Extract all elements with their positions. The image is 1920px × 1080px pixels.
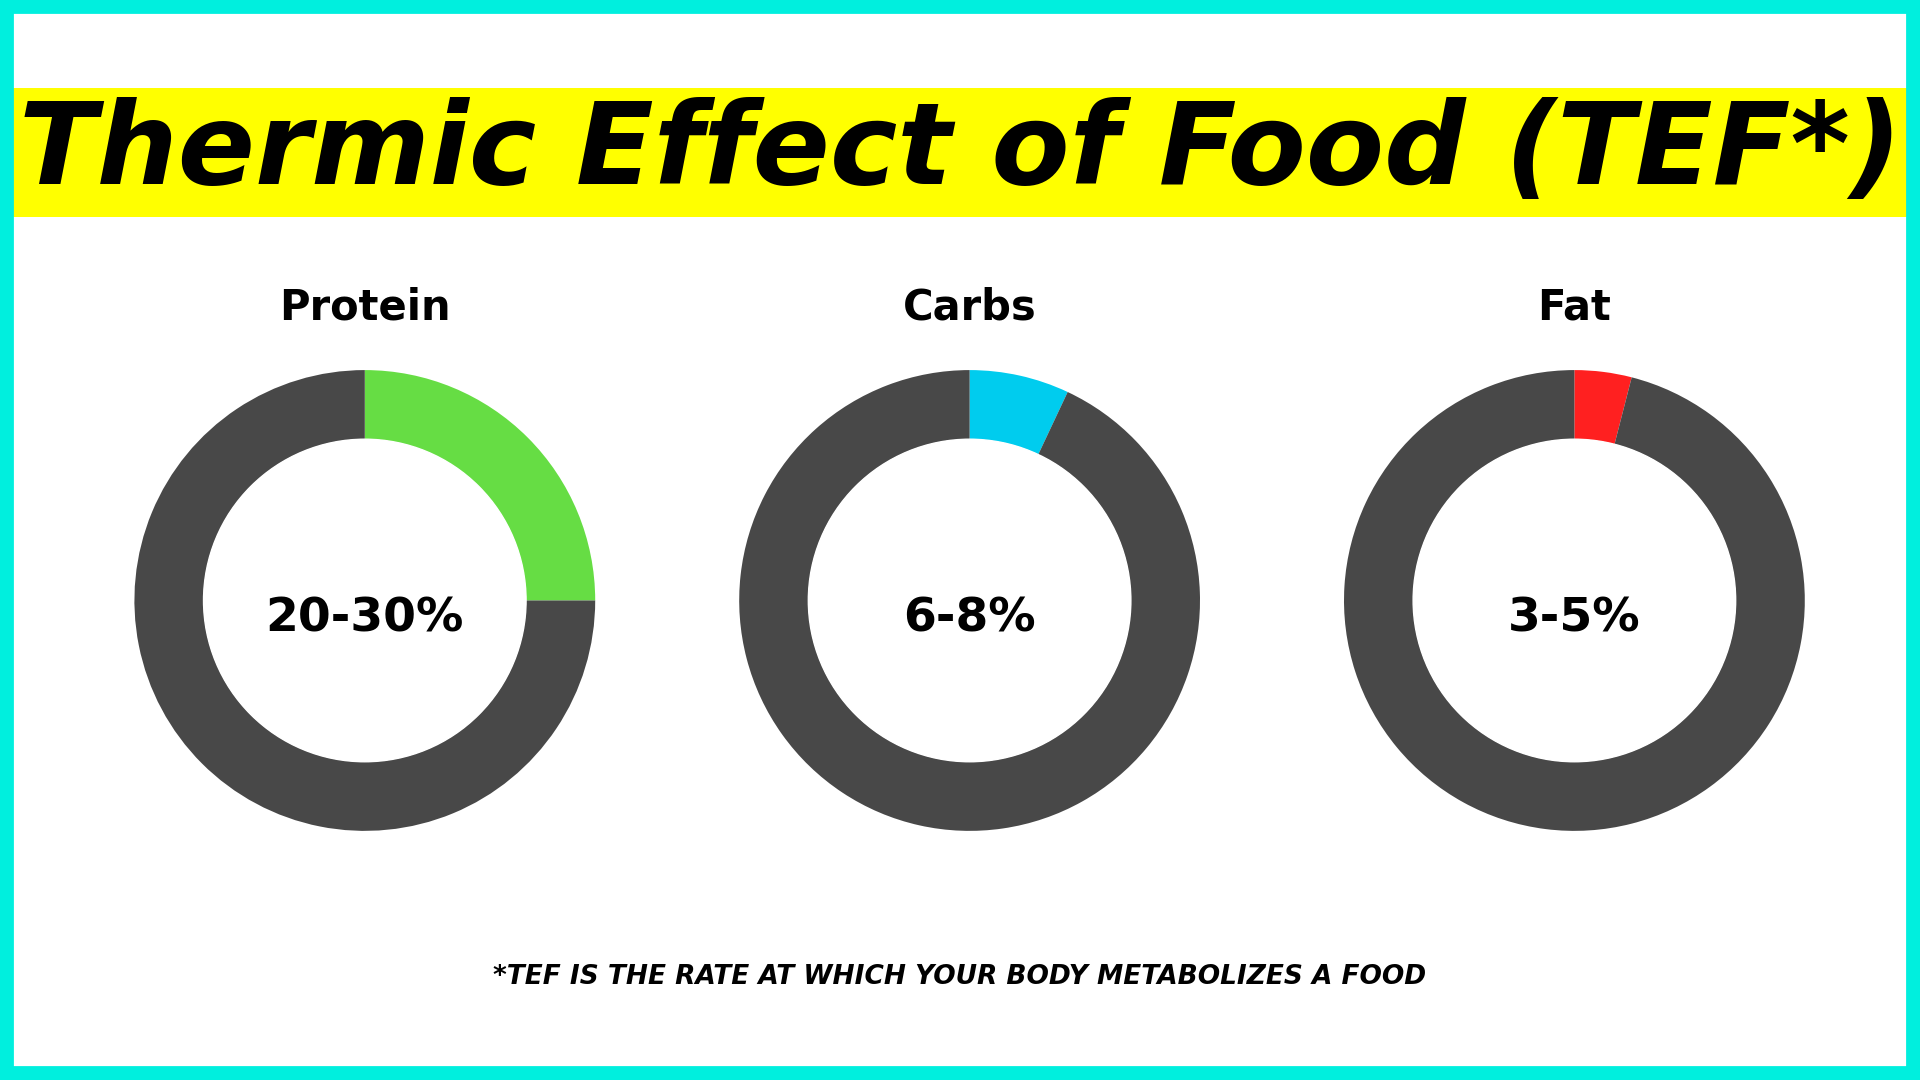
Wedge shape xyxy=(1344,370,1805,831)
Wedge shape xyxy=(970,370,1068,455)
Circle shape xyxy=(808,440,1131,761)
Text: 20-30%: 20-30% xyxy=(265,596,465,642)
Text: Protein: Protein xyxy=(278,286,451,328)
Wedge shape xyxy=(365,370,595,600)
Text: Carbs: Carbs xyxy=(902,286,1037,328)
Text: 3-5%: 3-5% xyxy=(1507,596,1642,642)
Circle shape xyxy=(1413,440,1736,761)
Text: 6-8%: 6-8% xyxy=(902,596,1037,642)
Wedge shape xyxy=(1574,370,1632,444)
Wedge shape xyxy=(739,370,1200,831)
Text: Fat: Fat xyxy=(1538,286,1611,328)
Text: Thermic Effect of Food (TEF*): Thermic Effect of Food (TEF*) xyxy=(19,97,1901,207)
Text: *TEF IS THE RATE AT WHICH YOUR BODY METABOLIZES A FOOD: *TEF IS THE RATE AT WHICH YOUR BODY META… xyxy=(493,964,1427,990)
Wedge shape xyxy=(134,370,595,831)
Circle shape xyxy=(204,440,526,761)
